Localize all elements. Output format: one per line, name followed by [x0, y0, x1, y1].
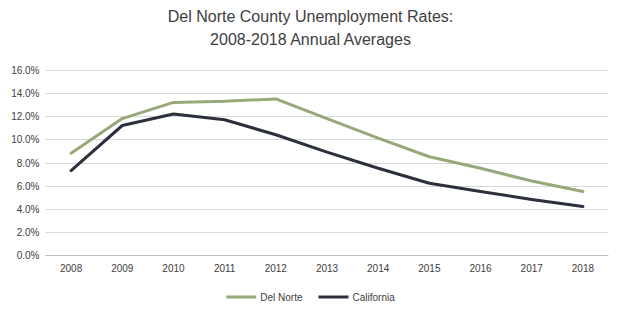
legend-label: California — [353, 292, 396, 303]
y-tick-label: 2.0% — [17, 227, 40, 238]
x-tick-label: 2011 — [214, 263, 236, 274]
grid-line — [46, 232, 609, 233]
legend: Del Norte California — [226, 292, 395, 303]
x-tick-label: 2008 — [60, 263, 83, 274]
x-tick-label: 2015 — [418, 263, 441, 274]
y-tick-label: 10.0% — [11, 134, 39, 145]
series-line — [71, 114, 583, 207]
grid-line — [46, 163, 609, 164]
chart: Del Norte County Unemployment Rates: 2008… — [0, 0, 621, 312]
grid-line — [46, 70, 609, 71]
legend-key — [319, 296, 349, 299]
x-tick-label: 2017 — [521, 263, 544, 274]
plot-area — [71, 99, 583, 207]
subtitle: 2008-2018 Annual Averages — [210, 31, 411, 48]
grid-line — [46, 255, 609, 256]
title: Del Norte County Unemployment Rates: — [168, 8, 453, 25]
y-tick-label: 6.0% — [17, 181, 40, 192]
grid-line — [46, 93, 609, 94]
legend-label: Del Norte — [260, 292, 303, 303]
x-tick-label: 2012 — [265, 263, 288, 274]
x-tick-label: 2014 — [367, 263, 390, 274]
series-line — [71, 99, 583, 192]
y-tick-label: 0.0% — [17, 250, 40, 261]
x-tick-label: 2009 — [111, 263, 134, 274]
y-tick-label: 8.0% — [17, 158, 40, 169]
y-tick-label: 12.0% — [11, 111, 39, 122]
x-tick-label: 2013 — [316, 263, 339, 274]
grid-line — [46, 209, 609, 210]
grid-line — [46, 186, 609, 187]
grid-line — [46, 139, 609, 140]
x-tick-label: 2016 — [469, 263, 492, 274]
y-tick-label: 16.0% — [11, 65, 39, 76]
y-tick-label: 4.0% — [17, 204, 40, 215]
x-tick-label: 2018 — [572, 263, 595, 274]
x-tick-label: 2010 — [162, 263, 185, 274]
y-tick-label: 14.0% — [11, 88, 39, 99]
legend-key — [226, 296, 256, 299]
